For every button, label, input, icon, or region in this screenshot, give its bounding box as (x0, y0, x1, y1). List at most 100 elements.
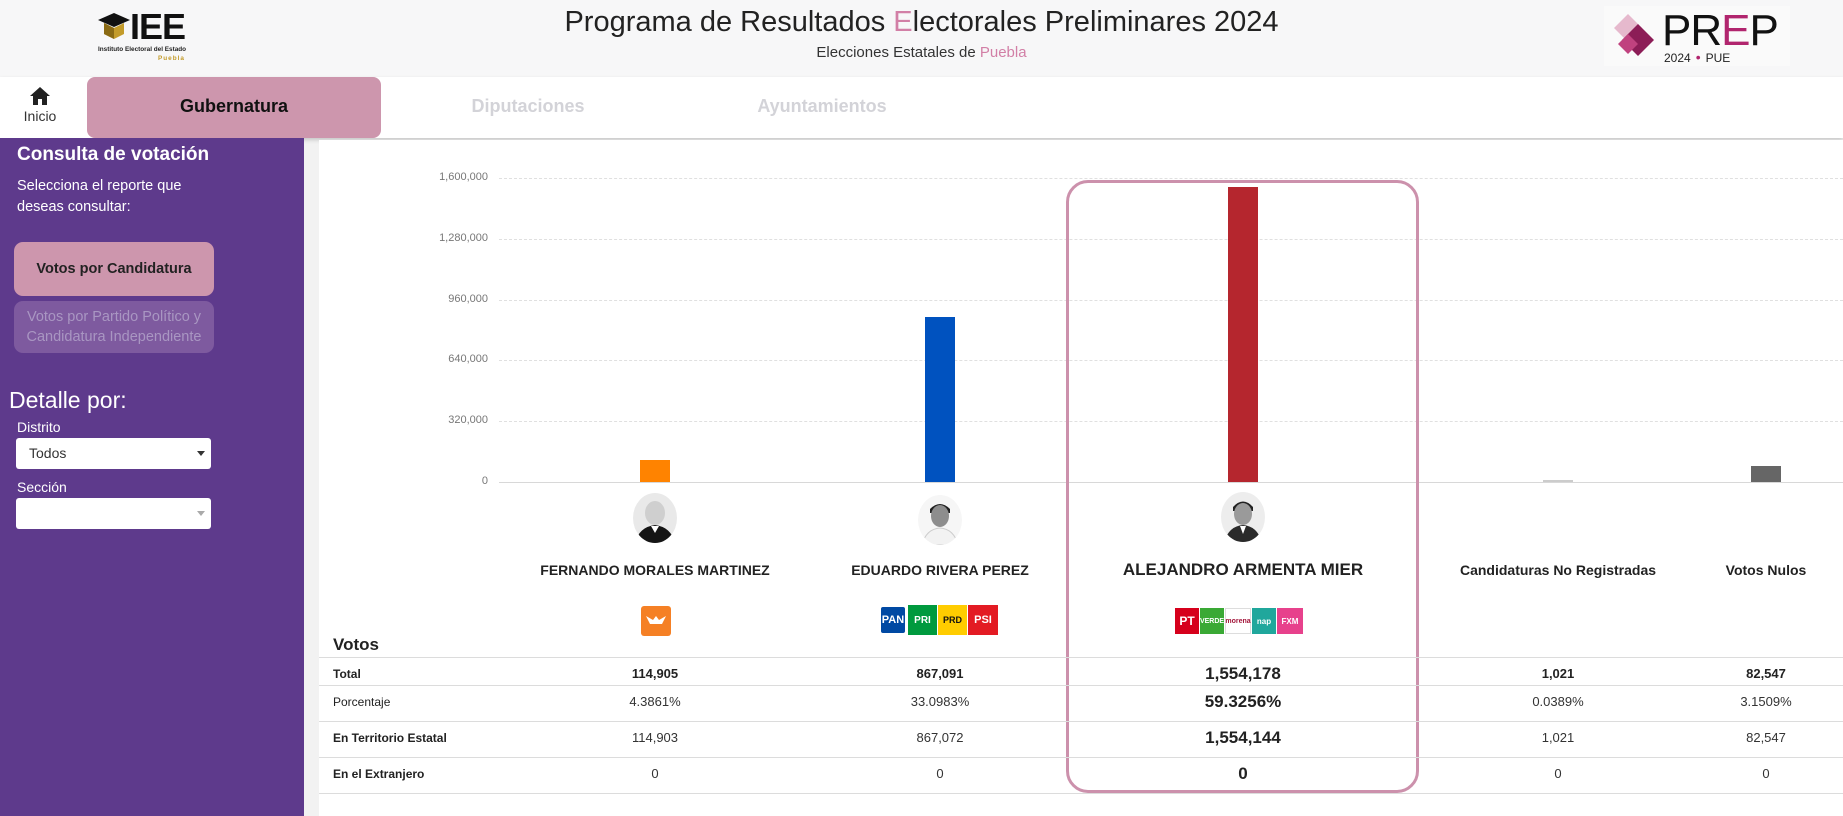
page-title-start: Programa de Resultados (564, 6, 894, 38)
row-label: Total (333, 667, 361, 681)
y-tick-label: 960,000 (448, 293, 488, 305)
results-panel: 1,600,000 1,280,000 960,000 640,000 320,… (319, 140, 1843, 816)
y-tick-label: 640,000 (448, 353, 488, 365)
prep-logo-dot: • (1695, 49, 1701, 65)
avatar-eduardo-rivera (918, 495, 962, 545)
table-cell: 0 (936, 766, 944, 781)
fxmp-logo: FXM (1277, 608, 1303, 634)
eagle-icon (646, 616, 666, 624)
seccion-select[interactable] (16, 498, 211, 529)
bar-eduardo-rivera[interactable] (925, 317, 955, 482)
candidate-name: Candidaturas No Registradas (1459, 562, 1657, 578)
home-label: Inicio (23, 108, 57, 124)
prep-logo[interactable]: PREP 2024 • PUE (1604, 6, 1790, 66)
main-nav: Inicio Gubernatura Diputaciones Ayuntami… (0, 77, 1843, 138)
table-row: En Territorio Estatal 114,903 867,072 1,… (319, 721, 1843, 757)
chevron-down-icon (197, 451, 205, 456)
prep-logo-pr: PR (1662, 6, 1722, 55)
row-label: En Territorio Estatal (333, 731, 447, 745)
table-row: Porcentaje 4.3861% 33.0983% 59.3256% 0.0… (319, 685, 1843, 721)
candidate-name: FERNANDO MORALES MARTINEZ (540, 562, 770, 578)
prd-logo: PRD (938, 605, 967, 635)
nap-logo: nap (1252, 608, 1276, 634)
table-cell: 82,547 (1746, 730, 1786, 745)
table-cell: 1,554,178 (1205, 664, 1281, 683)
header: IEE Instituto Electoral del Estado Puebl… (0, 0, 1843, 77)
page-title: Programa de Resultados Electorales Preli… (0, 6, 1843, 39)
row-label: Porcentaje (333, 695, 391, 709)
page-title-accent: E (893, 6, 913, 38)
distrito-select[interactable]: Todos (16, 438, 211, 469)
gridline (499, 239, 1843, 240)
tab-ayuntamientos[interactable]: Ayuntamientos (757, 96, 887, 116)
page-subtitle-start: Elecciones Estatales de (816, 44, 980, 61)
table-cell: 867,091 (916, 666, 964, 681)
report-votos-candidatura-button[interactable]: Votos por Candidatura (14, 242, 214, 296)
table-cell: 114,905 (631, 666, 679, 681)
gridline (499, 360, 1843, 361)
page-title-end: lectorales Preliminares 2024 (912, 6, 1279, 38)
iee-logo-name: Instituto Electoral del Estado (98, 46, 187, 53)
row-label: En el Extranjero (333, 767, 425, 781)
y-tick-label: 1,280,000 (439, 232, 488, 244)
table-cell: 1,021 (1541, 730, 1575, 745)
table-cell: 0 (651, 766, 659, 781)
seccion-label: Sección (17, 479, 67, 495)
avatar-alejandro-armenta (1221, 492, 1265, 542)
iee-logo-abbr: IEE (130, 6, 186, 47)
chevron-down-icon (197, 511, 205, 516)
psi-logo: PSI (968, 605, 998, 635)
sidebar-title: Consulta de votación (17, 144, 210, 165)
table-cell: 82,547 (1746, 666, 1786, 681)
tab-gubernatura[interactable]: Gubernatura (87, 77, 381, 138)
iee-logo[interactable]: IEE Instituto Electoral del Estado Puebl… (96, 6, 200, 62)
morena-logo: morena (1225, 608, 1251, 634)
home-button[interactable]: Inicio (14, 83, 66, 135)
person-icon (1221, 492, 1265, 542)
pri-logo: PRI (908, 605, 937, 635)
gridline (499, 421, 1843, 422)
votes-table-heading: Votos (333, 635, 379, 654)
tab-diputaciones[interactable]: Diputaciones (471, 96, 585, 116)
sidebar-description: Selecciona el reporte que deseas consult… (17, 178, 182, 215)
pt-logo: PT (1175, 608, 1199, 634)
prep-logo-word: PREP (1662, 6, 1779, 56)
bar-fernando-morales[interactable] (640, 460, 670, 482)
table-cell: 1,021 (1541, 666, 1575, 681)
page-subtitle: Elecciones Estatales de Puebla (0, 44, 1843, 61)
table-cell: 1,554,144 (1205, 728, 1281, 747)
table-cell: 0 (1762, 766, 1770, 781)
table-bottom-border (319, 793, 1843, 794)
table-row: En el Extranjero 0 0 0 0 0 (319, 757, 1843, 793)
table-cell: 867,072 (916, 730, 964, 745)
prep-diamond-icon (1614, 14, 1654, 56)
page-subtitle-accent: Puebla (979, 44, 1027, 61)
candidate-name: ALEJANDRO ARMENTA MIER (1122, 560, 1364, 579)
bar-votos-nulos[interactable] (1751, 466, 1781, 482)
pan-logo: PAN (879, 605, 907, 635)
table-cell: 59.3256% (1204, 692, 1282, 711)
table-cell: 0.0389% (1532, 694, 1584, 709)
report-votos-partido-button[interactable]: Votos por Partido Político y Candidatura… (14, 301, 214, 353)
table-cell: 4.3861% (629, 694, 681, 709)
table-cell: 114,903 (631, 730, 679, 745)
distrito-select-value: Todos (29, 445, 67, 461)
table-cell: 3.1509% (1740, 694, 1792, 709)
iee-logo-state: Puebla (158, 55, 185, 62)
winner-highlight-frame (1066, 180, 1419, 793)
distrito-label: Distrito (17, 419, 61, 435)
prep-logo-state: PUE (1705, 51, 1731, 65)
candidate-name: EDUARDO RIVERA PEREZ (851, 562, 1029, 578)
bar-alejandro-armenta[interactable] (1228, 186, 1258, 482)
y-tick-label: 1,600,000 (439, 171, 488, 183)
table-row: Total 114,905 867,091 1,554,178 1,021 82… (319, 657, 1843, 693)
detail-title: Detalle por: (9, 387, 127, 413)
prep-logo-meta: 2024 • PUE (1664, 49, 1730, 65)
candidate-name: Votos Nulos (1725, 562, 1807, 578)
avatar-fernando-morales (633, 493, 677, 543)
bar-no-registradas[interactable] (1543, 480, 1573, 482)
pvem-logo: VERDE (1200, 608, 1224, 634)
chart-baseline (499, 482, 1843, 483)
prep-logo-p: P (1749, 6, 1778, 55)
y-tick-label: 320,000 (448, 414, 488, 426)
